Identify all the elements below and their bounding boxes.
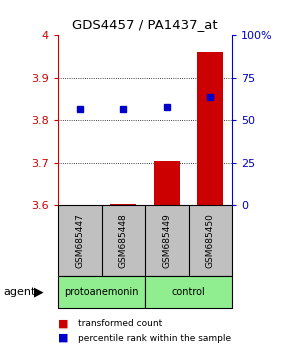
Text: ■: ■ bbox=[58, 333, 68, 343]
Text: protoanemonin: protoanemonin bbox=[64, 287, 139, 297]
Bar bbox=[197, 52, 223, 205]
Text: transformed count: transformed count bbox=[78, 319, 163, 329]
Bar bbox=[154, 161, 180, 205]
Text: percentile rank within the sample: percentile rank within the sample bbox=[78, 333, 231, 343]
Bar bbox=[58, 276, 145, 308]
Text: ▶: ▶ bbox=[34, 286, 44, 298]
Bar bbox=[110, 204, 136, 205]
Text: agent: agent bbox=[3, 287, 35, 297]
Text: control: control bbox=[172, 287, 205, 297]
Text: GDS4457 / PA1437_at: GDS4457 / PA1437_at bbox=[72, 18, 218, 31]
Text: GSM685447: GSM685447 bbox=[75, 213, 84, 268]
Text: GSM685450: GSM685450 bbox=[206, 213, 215, 268]
Bar bbox=[145, 276, 232, 308]
Text: GSM685449: GSM685449 bbox=[162, 213, 171, 268]
Text: ■: ■ bbox=[58, 319, 68, 329]
Text: GSM685448: GSM685448 bbox=[119, 213, 128, 268]
